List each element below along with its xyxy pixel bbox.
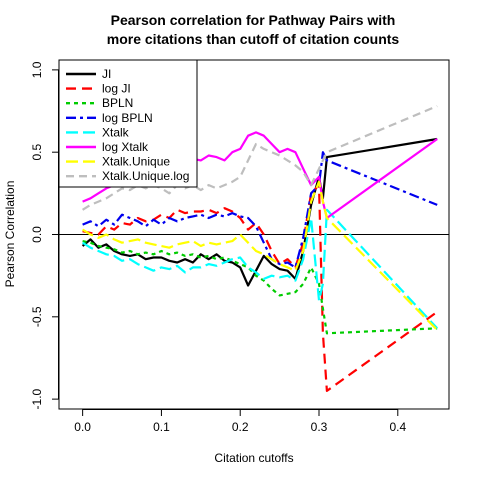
legend-label: log Xtalk	[102, 140, 149, 154]
chart-title-line-1: Pearson correlation for Pathway Pairs wi…	[111, 12, 396, 28]
chart-title-line-2: more citations than cutoff of citation c…	[107, 31, 400, 47]
y-tick-label: -0.5	[30, 306, 44, 327]
y-tick-label: 0.0	[30, 226, 44, 243]
series-line-xtalk-unique-log	[82, 105, 438, 211]
series-line-xtalk-unique	[82, 180, 438, 331]
x-axis: 0.0 0.1 0.2 0.3 0.4	[74, 409, 406, 434]
x-axis-label: Citation cutoffs	[214, 451, 293, 465]
series-line-log-ji	[82, 184, 438, 392]
series-line-log-bpln	[82, 151, 438, 269]
series-line-bpln	[82, 240, 438, 335]
y-axis: -1.0 -0.5 0.0 0.5 1.0	[30, 61, 59, 409]
series-line-xtalk	[82, 208, 439, 330]
x-tick-label: 0.2	[232, 420, 249, 434]
x-tick-label: 0.0	[74, 420, 91, 434]
x-tick-label: 0.4	[389, 420, 406, 434]
legend-label: log BPLN	[102, 111, 153, 125]
y-axis-label: Pearson Correlation	[3, 181, 17, 288]
legend-label: Xtalk.Unique	[102, 155, 170, 169]
legend-label: Xtalk.Unique.log	[102, 169, 189, 183]
y-tick-label: 0.5	[30, 144, 44, 161]
x-tick-label: 0.3	[311, 420, 328, 434]
legend-label: BPLN	[102, 96, 133, 110]
legend-label: Xtalk	[102, 125, 130, 139]
y-tick-label: -1.0	[30, 388, 44, 409]
legend-box	[58, 59, 198, 188]
legend-label: JI	[102, 67, 111, 81]
y-tick-label: 1.0	[30, 61, 44, 78]
legend-label: log JI	[102, 82, 131, 96]
x-tick-label: 0.1	[153, 420, 170, 434]
